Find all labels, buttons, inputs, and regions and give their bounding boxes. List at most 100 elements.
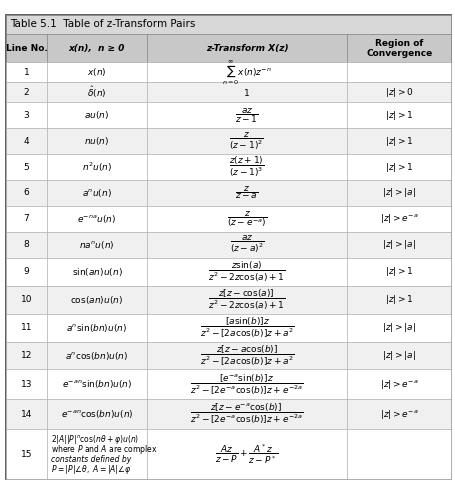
- Text: $|z| > 1$: $|z| > 1$: [384, 135, 413, 148]
- Bar: [6, 286, 47, 314]
- Bar: [6, 369, 47, 399]
- Text: $|z| > e^{-a}$: $|z| > e^{-a}$: [379, 408, 418, 421]
- Bar: [47, 62, 147, 82]
- Bar: [147, 206, 346, 232]
- Text: $\dfrac{Az}{z-P} + \dfrac{A^*z}{z-P^*}$: $\dfrac{Az}{z-P} + \dfrac{A^*z}{z-P^*}$: [215, 442, 278, 466]
- Bar: [147, 232, 346, 258]
- Bar: [47, 399, 147, 429]
- Text: $\dfrac{az}{(z-a)^2}$: $\dfrac{az}{(z-a)^2}$: [229, 234, 263, 256]
- Text: $e^{-an}\sin(bn)u(n)$: $e^{-an}\sin(bn)u(n)$: [61, 378, 132, 391]
- Bar: [147, 429, 346, 479]
- Bar: [346, 102, 450, 128]
- Text: $a^n \sin(bn)u(n)$: $a^n \sin(bn)u(n)$: [66, 321, 127, 333]
- Bar: [6, 232, 47, 258]
- Bar: [47, 369, 147, 399]
- Bar: [147, 342, 346, 369]
- Bar: [346, 399, 450, 429]
- Bar: [346, 429, 450, 479]
- Bar: [346, 128, 450, 154]
- Text: $\sin(an)u(n)$: $\sin(an)u(n)$: [71, 266, 122, 278]
- Text: $|z| > 1$: $|z| > 1$: [384, 109, 413, 121]
- Bar: [147, 369, 346, 399]
- Bar: [346, 34, 450, 62]
- Text: $|z| > 1$: $|z| > 1$: [384, 161, 413, 174]
- Text: $\dfrac{z[z - \cos(a)]}{z^2 - 2z\cos(a) + 1}$: $\dfrac{z[z - \cos(a)]}{z^2 - 2z\cos(a) …: [208, 287, 285, 312]
- Text: $e^{-an}\cos(bn)u(n)$: $e^{-an}\cos(bn)u(n)$: [61, 408, 133, 420]
- Bar: [6, 102, 47, 128]
- Bar: [147, 82, 346, 102]
- Text: $\dfrac{z}{(z-1)^2}$: $\dfrac{z}{(z-1)^2}$: [229, 131, 264, 152]
- Text: 10: 10: [20, 295, 32, 304]
- Text: $2|A||P|^n\cos(n\theta + \varphi)u(n)$: $2|A||P|^n\cos(n\theta + \varphi)u(n)$: [51, 433, 139, 446]
- Bar: [346, 258, 450, 286]
- Bar: [346, 342, 450, 369]
- Text: $P = |P|\angle\theta,\ A = |A|\angle\varphi$: $P = |P|\angle\theta,\ A = |A|\angle\var…: [51, 463, 131, 476]
- Text: $|z| > e^{-a}$: $|z| > e^{-a}$: [379, 212, 418, 226]
- Text: where $P$ and $A$ are complex: where $P$ and $A$ are complex: [51, 443, 157, 456]
- Bar: [147, 34, 346, 62]
- Text: 4: 4: [24, 136, 29, 146]
- Text: $a^n u(n)$: $a^n u(n)$: [82, 187, 111, 199]
- Bar: [6, 180, 47, 206]
- Bar: [47, 232, 147, 258]
- Bar: [47, 34, 147, 62]
- Bar: [346, 82, 450, 102]
- Bar: [47, 128, 147, 154]
- Bar: [47, 102, 147, 128]
- Bar: [346, 286, 450, 314]
- Text: $n^2 u(n)$: $n^2 u(n)$: [82, 160, 111, 174]
- Bar: [47, 258, 147, 286]
- Text: $nu(n)$: $nu(n)$: [84, 135, 109, 147]
- Text: $a^n \cos(bn)u(n)$: $a^n \cos(bn)u(n)$: [65, 349, 128, 362]
- Text: 13: 13: [20, 380, 32, 389]
- Bar: [47, 314, 147, 342]
- Text: $|z| > |a|$: $|z| > |a|$: [381, 186, 415, 199]
- Text: $\dfrac{z[z - e^{-a}\cos(b)]}{z^2 - [2e^{-a}\cos(b)]z + e^{-2a}}$: $\dfrac{z[z - e^{-a}\cos(b)]}{z^2 - [2e^…: [190, 402, 303, 426]
- Text: $\dfrac{z}{(z - e^{-a})}$: $\dfrac{z}{(z - e^{-a})}$: [226, 209, 266, 229]
- Text: 1: 1: [24, 68, 29, 77]
- Text: $|z| > e^{-a}$: $|z| > e^{-a}$: [379, 378, 418, 391]
- Text: $|z| > |a|$: $|z| > |a|$: [381, 238, 415, 251]
- Text: 12: 12: [21, 351, 32, 360]
- Bar: [346, 206, 450, 232]
- Text: Region of
Convergence: Region of Convergence: [365, 39, 431, 58]
- Text: $na^n u(n)$: $na^n u(n)$: [79, 239, 114, 251]
- Bar: [346, 180, 450, 206]
- Text: 3: 3: [24, 111, 29, 120]
- Bar: [47, 154, 147, 180]
- Text: $|z| > |a|$: $|z| > |a|$: [381, 349, 415, 362]
- Text: $\dfrac{z}{z-a}$: $\dfrac{z}{z-a}$: [235, 184, 258, 201]
- Bar: [6, 314, 47, 342]
- Text: $|z| > 1$: $|z| > 1$: [384, 265, 413, 278]
- Text: 8: 8: [24, 241, 29, 249]
- Bar: [346, 232, 450, 258]
- Bar: [6, 429, 47, 479]
- Text: $au(n)$: $au(n)$: [84, 109, 109, 121]
- Text: x(n),  n ≥ 0: x(n), n ≥ 0: [69, 44, 125, 53]
- Text: $\dfrac{z[z - a\cos(b)]}{z^2 - [2a\cos(b)]z + a^2}$: $\dfrac{z[z - a\cos(b)]}{z^2 - [2a\cos(b…: [199, 344, 293, 368]
- Text: $|z| > 1$: $|z| > 1$: [384, 293, 413, 306]
- Text: 15: 15: [20, 450, 32, 459]
- Bar: [147, 286, 346, 314]
- Text: 11: 11: [20, 323, 32, 332]
- Bar: [6, 342, 47, 369]
- Text: $\sum_{n=0}^{\infty} x(n)z^{-n}$: $\sum_{n=0}^{\infty} x(n)z^{-n}$: [222, 58, 271, 87]
- Bar: [346, 369, 450, 399]
- Text: $\dfrac{[e^{-a}\sin(b)]z}{z^2 - [2e^{-a}\cos(b)]z + e^{-2a}}$: $\dfrac{[e^{-a}\sin(b)]z}{z^2 - [2e^{-a}…: [190, 372, 303, 396]
- Bar: [147, 62, 346, 82]
- Bar: [147, 258, 346, 286]
- Text: $\dfrac{[a\sin(b)]z}{z^2 - [2a\cos(b)]z + a^2}$: $\dfrac{[a\sin(b)]z}{z^2 - [2a\cos(b)]z …: [199, 316, 293, 340]
- Bar: [6, 206, 47, 232]
- Bar: [6, 154, 47, 180]
- Text: $\dfrac{z(z+1)}{(z-1)^3}$: $\dfrac{z(z+1)}{(z-1)^3}$: [229, 155, 264, 179]
- Text: $1$: $1$: [243, 87, 250, 98]
- Text: $\cos(an)u(n)$: $\cos(an)u(n)$: [70, 294, 123, 306]
- Bar: [346, 314, 450, 342]
- Text: 14: 14: [21, 410, 32, 419]
- Bar: [346, 62, 450, 82]
- Text: $\dfrac{z\sin(a)}{z^2 - 2z\cos(a) + 1}$: $\dfrac{z\sin(a)}{z^2 - 2z\cos(a) + 1}$: [208, 259, 285, 284]
- Text: Line No.: Line No.: [5, 44, 47, 53]
- Bar: [6, 258, 47, 286]
- Bar: [47, 286, 147, 314]
- Bar: [147, 314, 346, 342]
